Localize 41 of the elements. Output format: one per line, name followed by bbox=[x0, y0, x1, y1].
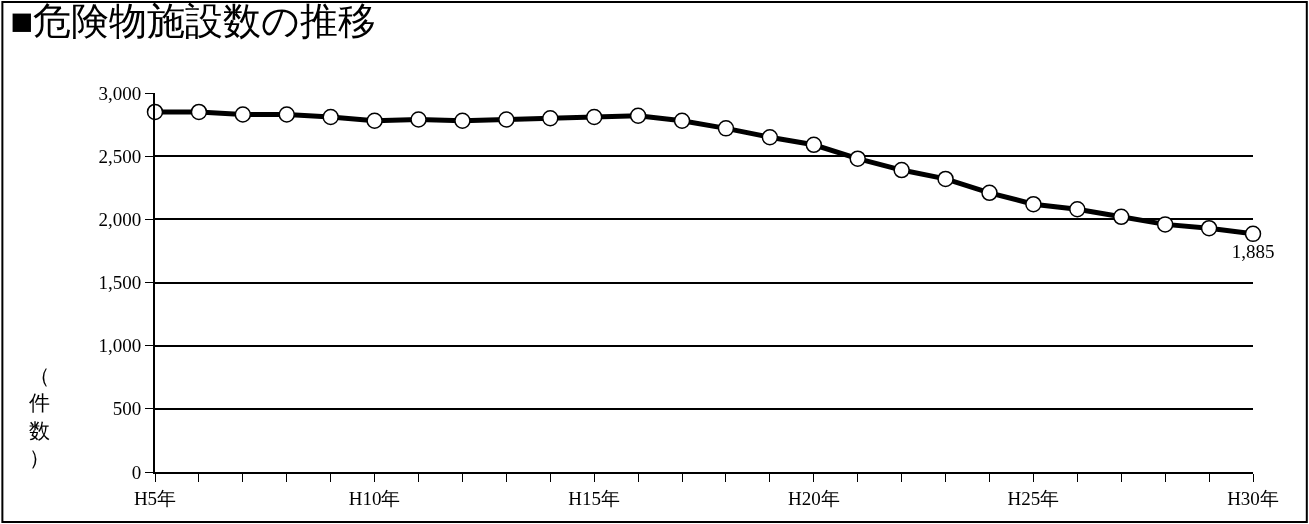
point bbox=[1113, 208, 1130, 226]
point bbox=[234, 106, 252, 123]
point bbox=[849, 150, 866, 167]
y-tick-label: 3,000 bbox=[98, 82, 142, 104]
point bbox=[673, 112, 691, 130]
y-tick-label: 1,000 bbox=[98, 335, 142, 357]
y-axis-title: （件数） bbox=[29, 364, 50, 470]
point bbox=[585, 108, 603, 126]
y-tick-label: 0 bbox=[131, 461, 142, 483]
point bbox=[366, 112, 383, 130]
point bbox=[1244, 225, 1262, 243]
x-tick-label: H10年 bbox=[348, 487, 401, 509]
y-tick-label: 1,500 bbox=[98, 272, 142, 294]
x-tick-label: H25年 bbox=[1007, 487, 1060, 509]
x-tick-label: H15年 bbox=[568, 487, 621, 509]
point bbox=[761, 128, 779, 146]
point bbox=[1200, 219, 1218, 237]
y-tick-label: 2,500 bbox=[98, 145, 142, 167]
point bbox=[981, 184, 998, 202]
point bbox=[717, 120, 735, 137]
point bbox=[278, 106, 296, 123]
data-label: 1,885 bbox=[1231, 241, 1275, 263]
point bbox=[542, 110, 559, 127]
point bbox=[893, 161, 910, 179]
x-tick-label: H5年 bbox=[133, 487, 177, 509]
y-tick-label: 500 bbox=[112, 398, 142, 420]
point bbox=[410, 111, 427, 128]
point bbox=[454, 112, 471, 130]
point bbox=[1025, 195, 1042, 213]
x-tick-label: H20年 bbox=[787, 487, 840, 509]
point bbox=[937, 170, 954, 188]
point bbox=[190, 103, 208, 121]
y-tick-label: 2,000 bbox=[98, 208, 142, 230]
x-tick-label: H30年 bbox=[1227, 487, 1279, 509]
point bbox=[322, 108, 339, 126]
point bbox=[629, 107, 647, 124]
point bbox=[805, 136, 823, 154]
point bbox=[498, 111, 515, 128]
point bbox=[1156, 216, 1174, 233]
point bbox=[1069, 200, 1086, 218]
chart-title: ■危険物施設数の推移 bbox=[10, 0, 377, 43]
